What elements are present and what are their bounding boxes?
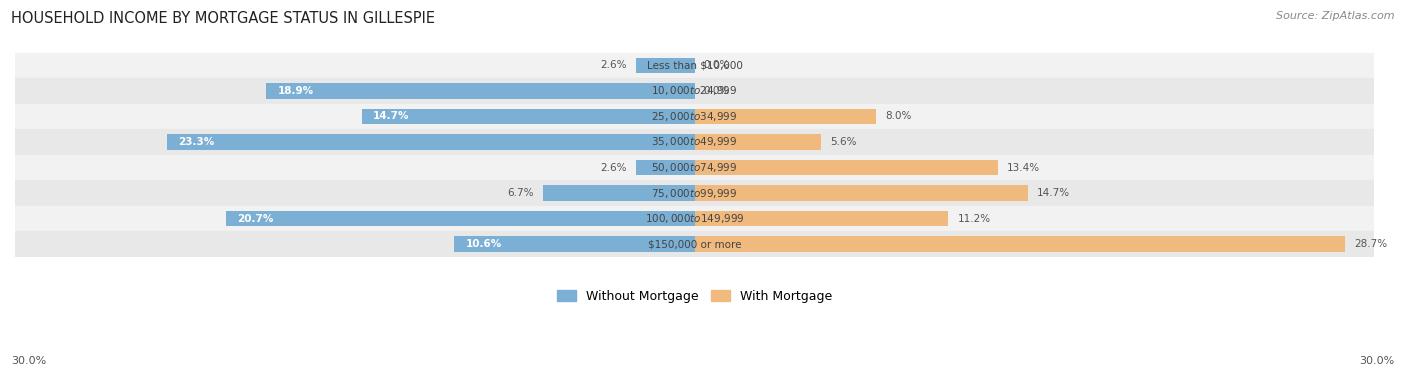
Text: Source: ZipAtlas.com: Source: ZipAtlas.com	[1277, 11, 1395, 21]
Bar	[167, 134, 695, 150]
Bar	[361, 109, 695, 124]
Bar	[695, 159, 998, 175]
Bar	[267, 83, 695, 99]
Text: Less than $10,000: Less than $10,000	[647, 60, 742, 70]
Text: 14.7%: 14.7%	[373, 112, 409, 121]
Bar	[695, 134, 821, 150]
Text: 8.0%: 8.0%	[884, 112, 911, 121]
Text: 2.6%: 2.6%	[600, 60, 627, 70]
Bar	[636, 58, 695, 74]
Text: 20.7%: 20.7%	[238, 213, 273, 224]
Bar	[15, 53, 1374, 78]
Bar	[543, 185, 695, 201]
Text: 30.0%: 30.0%	[11, 356, 46, 366]
Bar	[695, 185, 1028, 201]
Bar	[15, 180, 1374, 206]
Text: 5.6%: 5.6%	[831, 137, 858, 147]
Text: 2.6%: 2.6%	[600, 162, 627, 173]
Text: 30.0%: 30.0%	[1360, 356, 1395, 366]
Legend: Without Mortgage, With Mortgage: Without Mortgage, With Mortgage	[553, 285, 837, 308]
Text: 23.3%: 23.3%	[179, 137, 214, 147]
Text: 18.9%: 18.9%	[278, 86, 314, 96]
Bar	[15, 155, 1374, 180]
Bar	[15, 104, 1374, 129]
Bar	[695, 236, 1344, 252]
Text: 6.7%: 6.7%	[508, 188, 534, 198]
Bar	[15, 231, 1374, 257]
Text: HOUSEHOLD INCOME BY MORTGAGE STATUS IN GILLESPIE: HOUSEHOLD INCOME BY MORTGAGE STATUS IN G…	[11, 11, 436, 26]
Text: 11.2%: 11.2%	[957, 213, 990, 224]
Text: $25,000 to $34,999: $25,000 to $34,999	[651, 110, 738, 123]
Text: 10.6%: 10.6%	[465, 239, 502, 249]
Bar	[226, 211, 695, 227]
Text: 28.7%: 28.7%	[1354, 239, 1386, 249]
Text: $75,000 to $99,999: $75,000 to $99,999	[651, 187, 738, 199]
Text: 13.4%: 13.4%	[1007, 162, 1040, 173]
Text: $10,000 to $24,999: $10,000 to $24,999	[651, 84, 738, 98]
Bar	[15, 129, 1374, 155]
Text: 0.0%: 0.0%	[703, 86, 730, 96]
Bar	[454, 236, 695, 252]
Text: $150,000 or more: $150,000 or more	[648, 239, 741, 249]
Text: $50,000 to $74,999: $50,000 to $74,999	[651, 161, 738, 174]
Bar	[695, 109, 876, 124]
Text: $35,000 to $49,999: $35,000 to $49,999	[651, 135, 738, 149]
Text: 0.0%: 0.0%	[703, 60, 730, 70]
Bar	[15, 206, 1374, 231]
Text: 14.7%: 14.7%	[1036, 188, 1070, 198]
Text: $100,000 to $149,999: $100,000 to $149,999	[645, 212, 744, 225]
Bar	[15, 78, 1374, 104]
Bar	[695, 211, 948, 227]
Bar	[636, 159, 695, 175]
